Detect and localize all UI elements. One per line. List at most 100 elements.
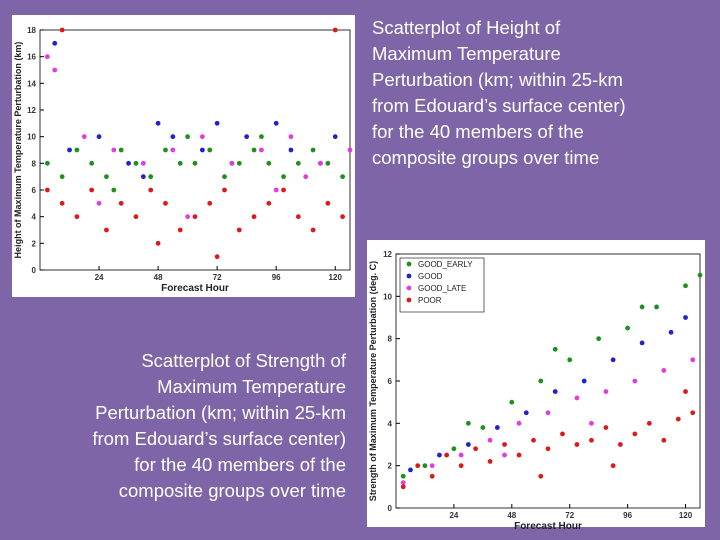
point [148,174,154,180]
y-tick-label: 0 [388,504,393,513]
point [89,160,95,166]
point [170,147,176,153]
point [668,329,674,335]
x-tick-label: 120 [329,273,343,282]
point [487,437,493,443]
point [596,336,602,342]
point [473,446,479,452]
point [325,200,331,206]
chart-background [12,15,355,297]
point [400,484,406,490]
point [281,187,286,193]
point [52,67,58,73]
point [502,452,507,458]
y-tick-label: 18 [27,26,36,35]
point [163,200,168,206]
point [207,200,213,206]
point [603,389,609,394]
legend-marker [406,261,412,267]
point [96,134,102,140]
legend-marker [406,273,412,279]
point [104,174,109,180]
point [163,147,168,153]
point [96,200,102,206]
point [288,134,294,140]
point [538,473,544,479]
point [610,357,616,363]
point [429,473,435,479]
point [625,325,631,331]
y-tick-label: 6 [32,186,37,195]
point [581,378,587,384]
point [458,452,464,458]
point [487,459,493,464]
caption-line: Perturbation (km; within 25-km [372,69,623,90]
point [632,431,638,437]
point [236,160,242,166]
legend-box [399,257,485,313]
caption-bottom: Scatterplot of Strength of Maximum Temper… [92,348,346,504]
point [140,160,146,166]
caption-line: Perturbation (km; within 25-km [95,402,346,423]
legend-label: GOOD_EARLY [418,260,473,269]
point [288,147,294,153]
point [251,214,257,220]
caption-line: for the 40 members of the [372,121,584,142]
point [444,452,450,458]
y-tick-label: 12 [383,250,392,259]
y-tick-label: 8 [32,159,37,168]
point [531,437,536,443]
point [675,416,681,422]
point [52,40,58,46]
point [222,174,227,180]
point [133,214,139,220]
point [266,200,272,206]
caption-line: from Edouard’s surface center) [92,428,346,449]
point [148,187,154,193]
point [214,254,220,260]
caption-line: Maximum Temperature [157,376,346,397]
legend-marker [406,297,412,303]
y-tick-label: 10 [27,133,36,142]
y-axis-label: Height of Maximum Temperature Perturbati… [13,42,23,259]
point [458,463,464,469]
point [480,425,486,430]
point [552,346,558,352]
y-tick-label: 14 [27,79,36,88]
point [273,120,279,126]
point [133,160,139,166]
point [185,134,191,140]
y-tick-label: 4 [32,213,37,222]
point [610,463,616,469]
point [44,187,50,193]
point [683,315,688,320]
point [67,147,72,153]
point [429,463,435,469]
point [567,357,573,363]
caption-top: Scatterplot of Height of Maximum Temperat… [372,15,626,171]
point [207,147,213,153]
point [310,227,316,233]
x-tick-label: 24 [95,273,104,282]
point [332,27,338,33]
x-tick-label: 72 [213,273,222,282]
point [632,378,638,384]
caption-line: composite groups over time [118,480,346,501]
y-tick-label: 2 [32,239,37,248]
point [59,200,65,206]
caption-line: Scatterplot of Height of [372,17,561,38]
point [538,378,544,384]
point [661,368,667,373]
point [192,214,198,220]
point [44,160,50,166]
legend-label: GOOD_LATE [418,284,466,293]
point [295,214,301,220]
point [74,214,80,220]
point [118,200,124,206]
point [214,120,220,126]
point [415,463,421,469]
point [422,463,428,469]
point [646,420,652,426]
point [104,227,109,233]
